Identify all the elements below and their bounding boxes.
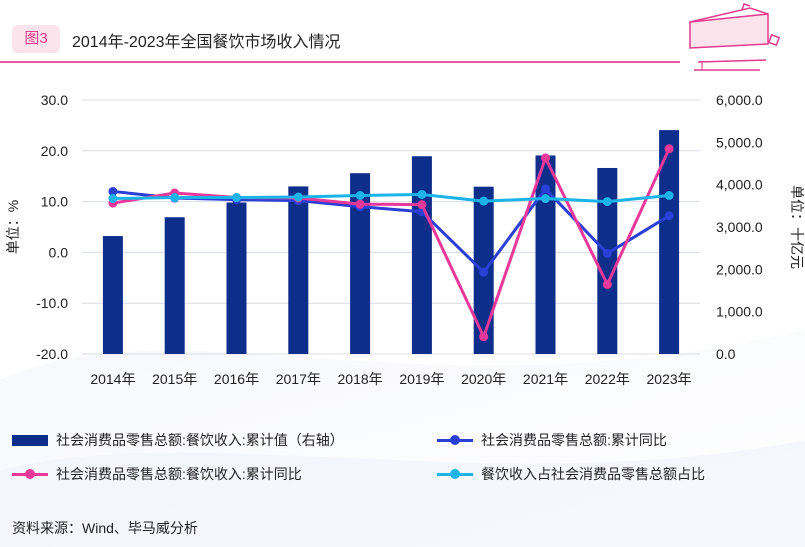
- legend-label-line1: 社会消费品零售总额:累计同比: [481, 432, 667, 448]
- series-point-2: [355, 199, 365, 209]
- series-point-3: [293, 192, 303, 202]
- right-tick-label: 2,000.0: [716, 261, 763, 277]
- bar: [288, 186, 309, 354]
- series-point-2: [664, 144, 674, 154]
- legend-swatch-bar: [12, 434, 48, 446]
- left-tick-label: 10.0: [41, 194, 68, 210]
- x-tick-label: 2020年: [461, 371, 506, 387]
- series-point-3: [541, 194, 550, 204]
- series-point-3: [602, 197, 612, 207]
- bar: [350, 173, 371, 354]
- x-tick-label: 2021年: [523, 371, 568, 387]
- legend-item-line2: 社会消费品零售总额:餐饮收入:累计同比: [12, 464, 302, 484]
- legend-item-line3: 餐饮收入占社会消费品零售总额占比: [437, 464, 705, 484]
- left-tick-label: -20.0: [36, 346, 68, 362]
- series-point-1: [541, 184, 550, 194]
- left-tick-label: 30.0: [41, 92, 68, 108]
- series-line-3: [112, 192, 670, 204]
- legend-swatch-line3: [437, 468, 473, 479]
- bar: [411, 156, 432, 354]
- right-tick-label: 4,000.0: [716, 177, 763, 193]
- x-tick-label: 2018年: [338, 371, 383, 387]
- left-tick-label: 20.0: [41, 143, 68, 159]
- series-point-2: [417, 200, 427, 210]
- right-axis-title: 单位：十亿元: [789, 185, 805, 269]
- x-tick-label: 2019年: [399, 371, 444, 387]
- cake-logo-icon: [689, 3, 781, 71]
- right-tick-label: 6,000.0: [716, 92, 763, 108]
- series-point-3: [417, 189, 427, 199]
- figure-header: 图3 2014年-2023年全国餐饮市场收入情况: [0, 0, 805, 78]
- series-point-3: [232, 193, 241, 203]
- series-point-3: [664, 191, 674, 201]
- bar: [535, 155, 556, 354]
- series-point-2: [541, 153, 550, 163]
- series-point-3: [479, 196, 489, 206]
- bar: [102, 236, 123, 354]
- left-axis-title: 单位：%: [5, 200, 21, 254]
- series-point-1: [108, 186, 118, 196]
- legend-label-bar: 社会消费品零售总额:餐饮收入:累计值（右轴）: [56, 432, 344, 448]
- series-point-2: [479, 332, 489, 342]
- bar: [659, 130, 680, 354]
- source-note: 资料来源：Wind、毕马威分析: [12, 520, 198, 536]
- series-point-1: [602, 248, 612, 258]
- right-tick-label: 3,000.0: [716, 219, 763, 235]
- right-tick-label: 5,000.0: [716, 134, 763, 150]
- x-tick-label: 2023年: [647, 371, 692, 387]
- legend-item-bar: 社会消费品零售总额:餐饮收入:累计值（右轴）: [12, 430, 344, 450]
- right-tick-label: 1,000.0: [716, 304, 763, 320]
- series-line-2: [112, 148, 671, 339]
- series-point-3: [355, 191, 365, 201]
- series-point-1: [479, 267, 489, 277]
- bar: [226, 202, 247, 354]
- x-tick-label: 2015年: [152, 371, 197, 387]
- legend-label-line3: 餐饮收入占社会消费品零售总额占比: [481, 466, 705, 482]
- right-tick-label: 0.0: [716, 346, 736, 362]
- legend-label-line2: 社会消费品零售总额:餐饮收入:累计同比: [56, 466, 302, 482]
- chart-canvas: 30.0 20.0 10.0 0.0 -10.0 -20.0 6,000.0 5,000.0 4…: [5, 92, 805, 387]
- figure-title: 2014年-2023年全国餐饮市场收入情况: [72, 34, 341, 51]
- left-tick-label: -10.0: [36, 295, 68, 311]
- figure-label: 图3: [12, 25, 60, 53]
- legend-swatch-line1: [437, 434, 473, 445]
- bar: [164, 217, 185, 354]
- x-tick-label: 2014年: [90, 371, 135, 387]
- left-tick-label: 0.0: [49, 244, 69, 260]
- series-point-2: [602, 279, 612, 289]
- legend-item-line1: 社会消费品零售总额:累计同比: [437, 430, 667, 450]
- x-tick-label: 2017年: [276, 371, 321, 387]
- x-tick-label: 2022年: [585, 371, 630, 387]
- header-rule: [0, 61, 680, 63]
- series-point-3: [170, 193, 180, 203]
- legend: 社会消费品零售总额:餐饮收入:累计值（右轴） 社会消费品零售总额:累计同比 社会…: [0, 428, 805, 488]
- x-tick-label: 2016年: [214, 371, 259, 387]
- bar: [597, 167, 618, 354]
- series-point-1: [664, 211, 674, 221]
- series-point-3: [108, 194, 118, 204]
- legend-swatch-line2: [12, 468, 48, 479]
